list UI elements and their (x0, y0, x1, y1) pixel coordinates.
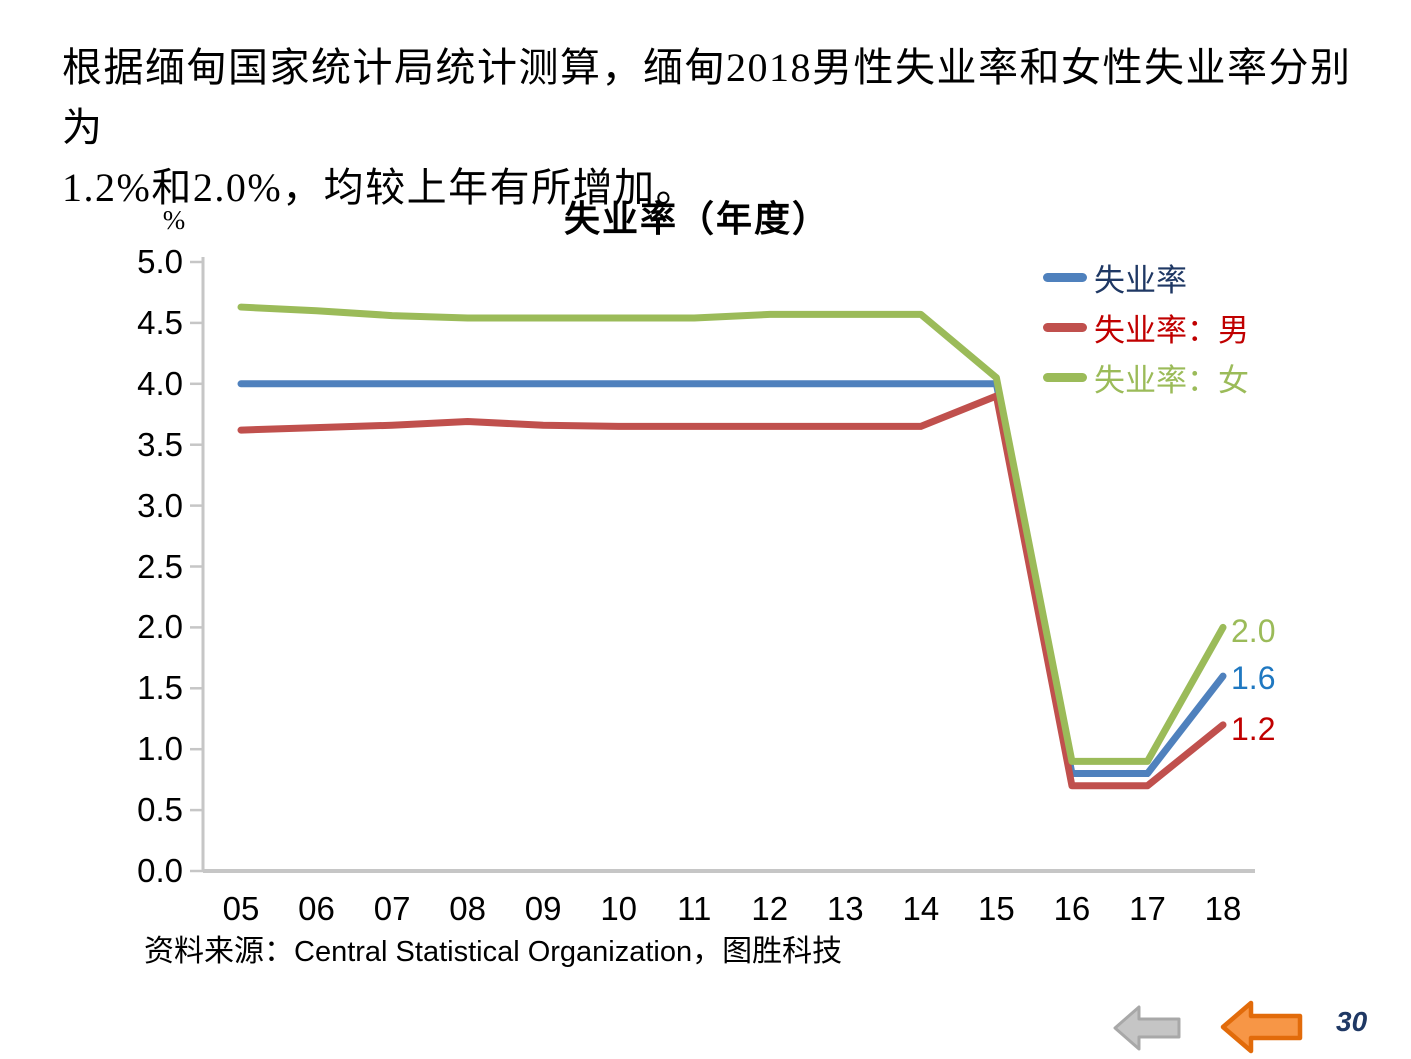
x-tick-label: 11 (677, 890, 712, 927)
x-tick-label: 09 (524, 890, 562, 927)
x-tick-label: 17 (1129, 890, 1166, 927)
y-tick-label: 4.5 (137, 303, 183, 341)
y-tick-label: 1.5 (137, 669, 183, 707)
x-tick-label: 18 (1204, 890, 1242, 927)
nav-back-gray-button[interactable] (1112, 1004, 1182, 1057)
x-tick-label: 06 (298, 890, 335, 927)
y-tick-label: 2.0 (137, 608, 183, 646)
series-line-total (237, 380, 1227, 778)
legend-item-female: 失业率：女 (1043, 352, 1249, 402)
legend-item-total: 失业率 (1043, 252, 1249, 302)
source-note: 资料来源：Central Statistical Organization，图胜… (144, 926, 842, 970)
y-tick-label: 0.5 (137, 791, 183, 829)
y-tick-label: 0.0 (137, 852, 183, 889)
chart-legend: 失业率 失业率：男 失业率：女 (1043, 252, 1249, 402)
end-value-label-male: 1.2 (1231, 711, 1276, 747)
legend-label-male: 失业率：男 (1094, 312, 1249, 348)
y-axis-unit-label: % (162, 205, 186, 235)
x-tick-label: 05 (222, 890, 260, 927)
legend-label-female: 失业率：女 (1094, 362, 1249, 398)
y-tick-label: 3.0 (137, 486, 183, 524)
x-tick-label: 16 (1053, 890, 1091, 927)
y-tick-label: 3.5 (137, 425, 183, 463)
legend-item-male: 失业率：男 (1043, 302, 1249, 352)
end-value-label-female: 2.0 (1231, 613, 1276, 649)
legend-line-swatch-icon (1043, 372, 1087, 382)
series-line-male (237, 392, 1227, 790)
left-arrow-icon (1220, 1000, 1303, 1054)
left-arrow-icon (1113, 1005, 1181, 1051)
y-tick-label: 2.5 (137, 547, 183, 585)
x-tick-label: 15 (978, 890, 1015, 927)
legend-line-swatch-icon (1043, 272, 1087, 282)
source-suffix: ，图胜科技 (692, 935, 843, 968)
legend-label-total: 失业率 (1094, 262, 1187, 298)
legend-line-swatch-icon (1043, 322, 1087, 332)
headline-line-1: 根据缅甸国家统计局统计测算，缅甸2018男性失业率和女性失业率分别为 (62, 45, 1352, 150)
x-tick-label: 14 (902, 890, 940, 927)
source-organization: Central Statistical Organization (294, 936, 693, 968)
headline-line-2: 1.2%和2.0%，均较上年有所增加。 (62, 165, 698, 210)
page-number: 30 (1336, 1006, 1368, 1037)
y-tick-label: 4.0 (137, 364, 183, 402)
end-value-label-total: 1.6 (1231, 660, 1276, 696)
nav-back-orange-button[interactable] (1220, 1000, 1304, 1059)
x-tick-label: 12 (751, 890, 789, 927)
x-tick-label: 13 (826, 890, 864, 927)
x-tick-label: 08 (449, 890, 486, 927)
x-tick-label: 07 (373, 890, 411, 927)
headline-text: 根据缅甸国家统计局统计测算，缅甸2018男性失业率和女性失业率分别为 1.2%和… (62, 38, 1392, 218)
source-prefix: 资料来源： (144, 935, 294, 968)
y-tick-label: 5.0 (137, 243, 183, 280)
series-line-female (237, 303, 1227, 765)
chart-title: 失业率（年度） (563, 199, 830, 239)
y-tick-label: 1.0 (137, 730, 183, 768)
x-tick-label: 10 (600, 890, 638, 927)
